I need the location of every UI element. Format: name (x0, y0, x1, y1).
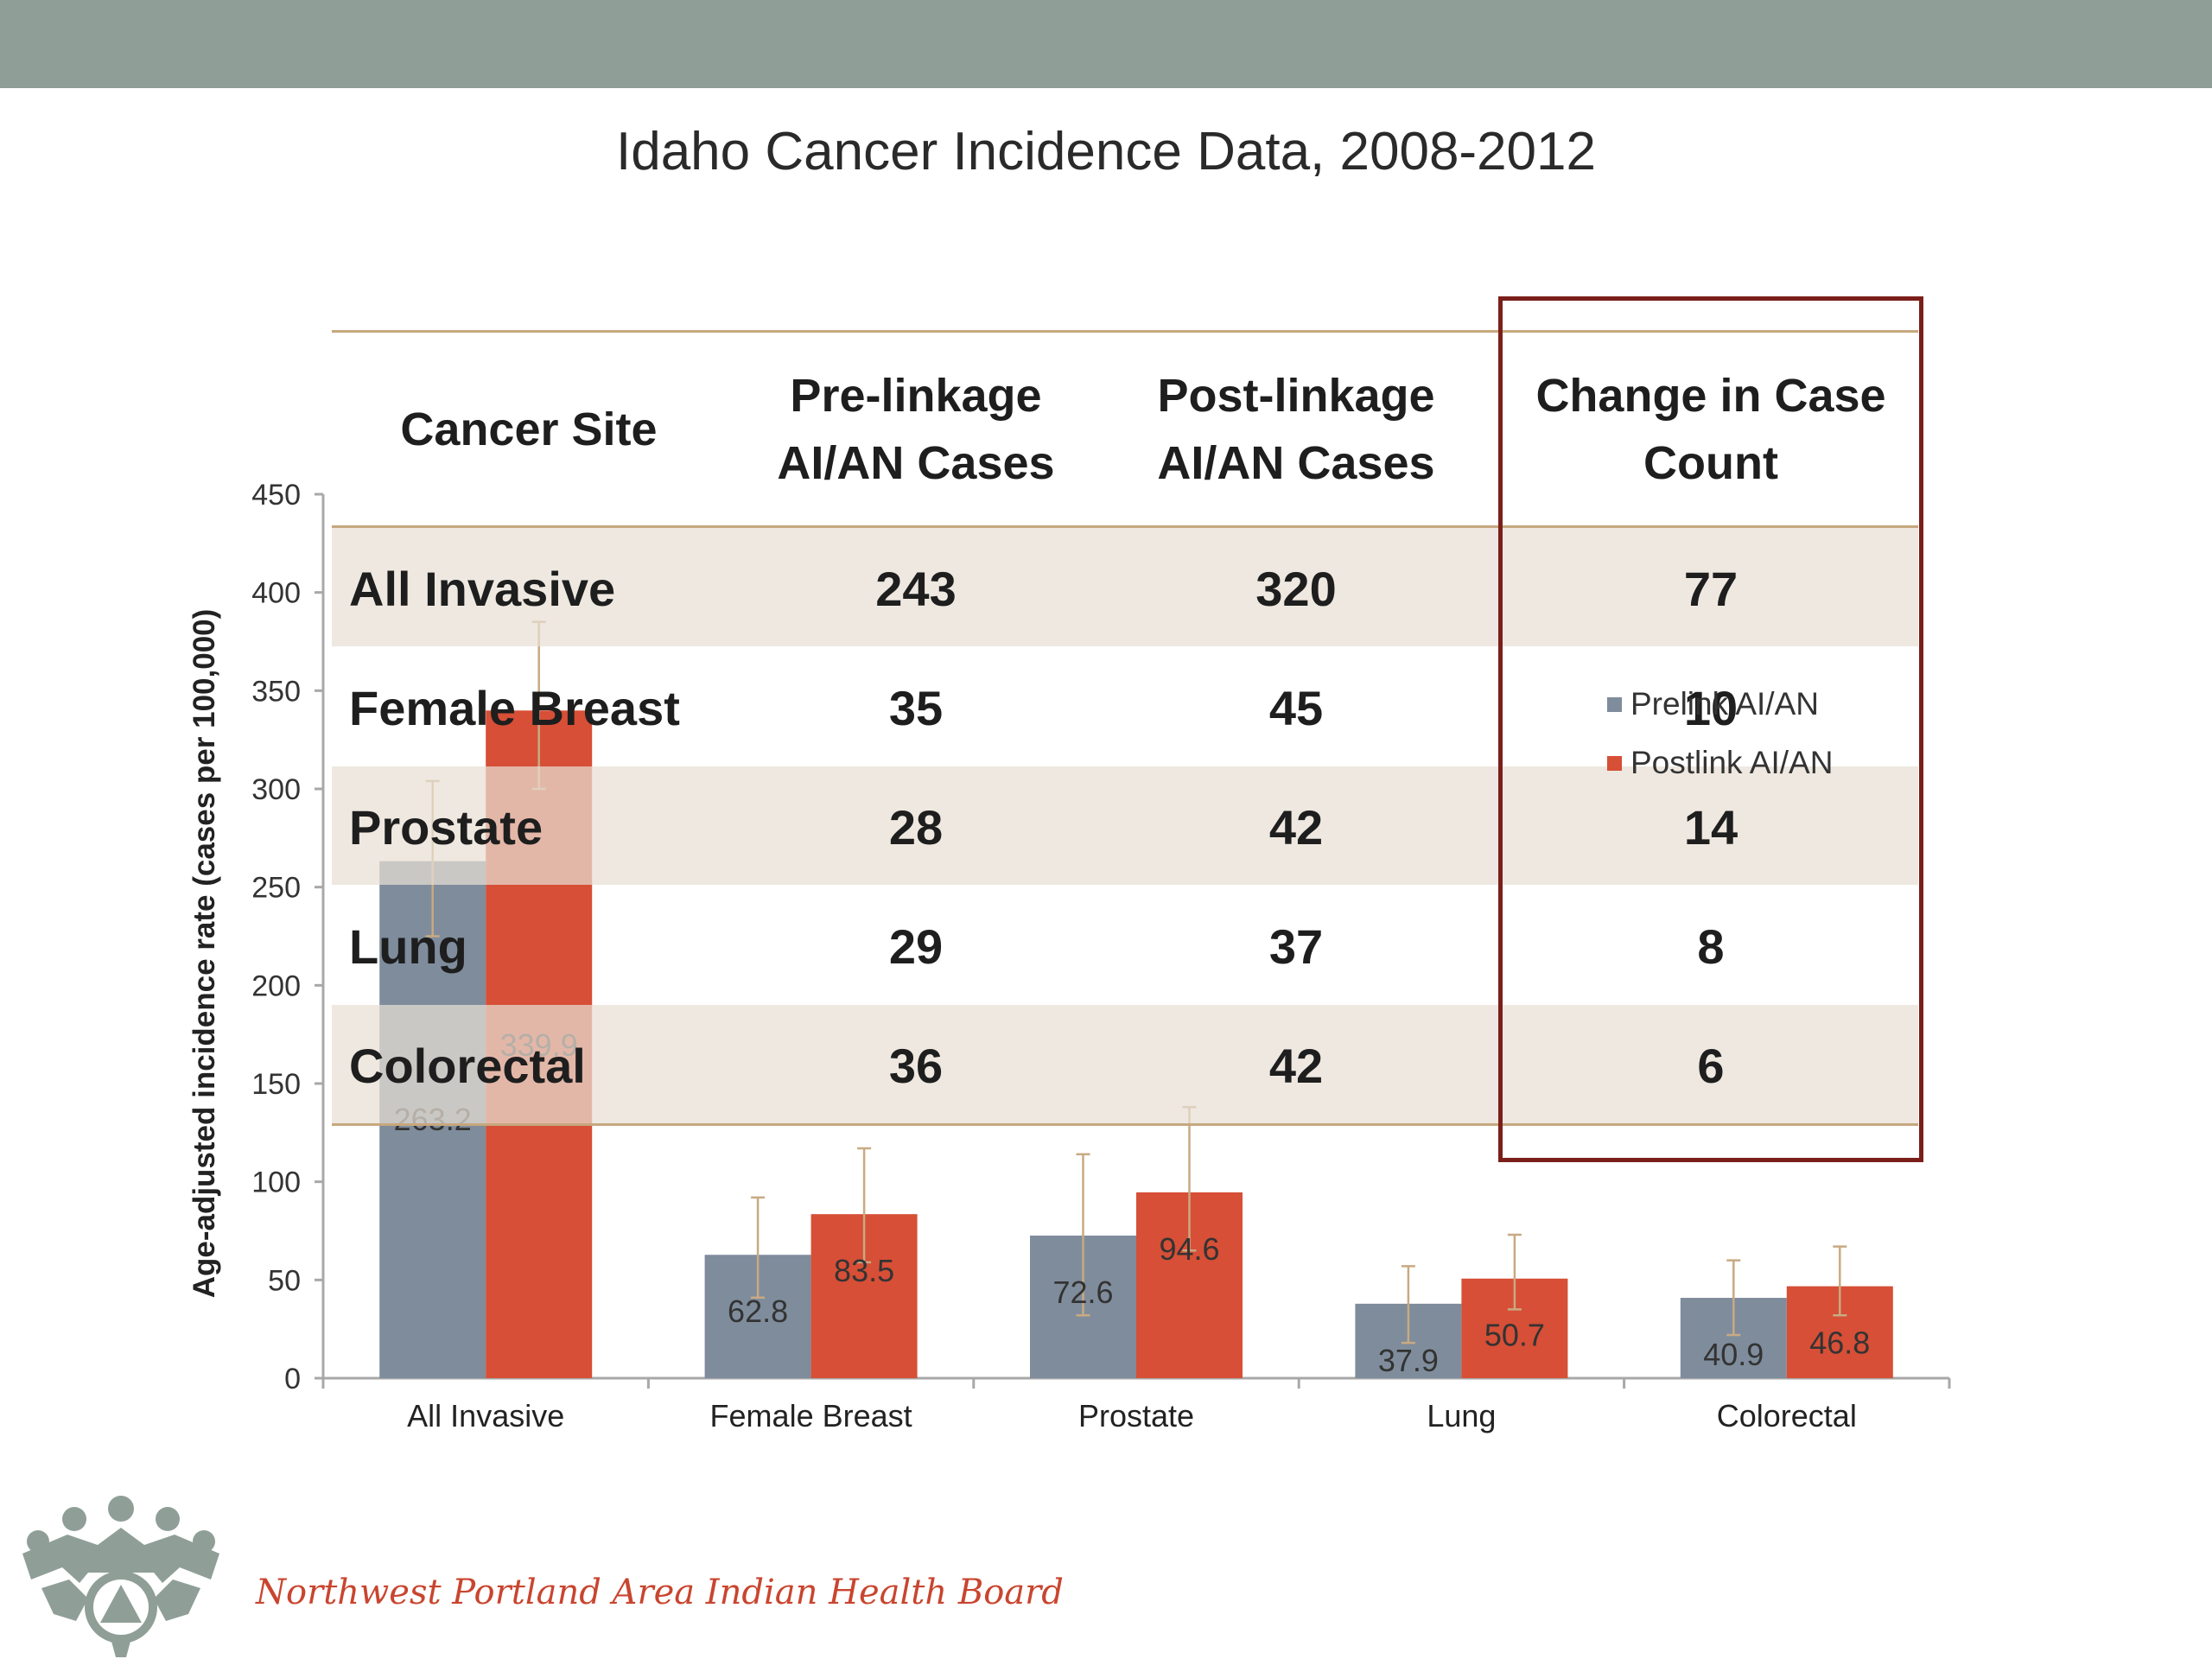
y-tick-label: 450 (251, 479, 301, 512)
legend-swatch-postlink (1607, 755, 1622, 771)
y-tick-label: 250 (251, 872, 301, 905)
x-category-label: Prostate (1078, 1398, 1194, 1433)
table-header-pre-linkage: Pre-linkage AI/AN Cases (777, 370, 1055, 489)
data-label: 37.9 (1378, 1343, 1439, 1378)
x-category-label: Female Breast (710, 1398, 912, 1433)
table-row-band (332, 766, 1918, 885)
y-tick-label: 50 (268, 1264, 301, 1297)
table-cell-site: Female Breast (349, 680, 680, 735)
table-cell-pre: 29 (888, 918, 944, 974)
y-tick-label: 150 (251, 1068, 301, 1101)
table-cell-post: 320 (1255, 561, 1337, 616)
table-cell-site: All Invasive (349, 561, 616, 616)
table-cell-pre: 36 (888, 1038, 944, 1093)
table-top-rule (332, 330, 1918, 333)
y-axis-title: Age-adjusted incidence rate (cases per 1… (188, 609, 221, 1299)
data-label: 62.8 (728, 1294, 788, 1329)
table-header-post-linkage: Post-linkage AI/AN Cases (1157, 370, 1435, 489)
table-cell-site: Prostate (349, 799, 543, 855)
slide-title: Idaho Cancer Incidence Data, 2008-2012 (615, 122, 1596, 181)
organization-name: Northwest Portland Area Indian Health Bo… (256, 1573, 1064, 1612)
table-cell-pre: 28 (888, 799, 944, 855)
table-cell-post: 45 (1268, 680, 1324, 735)
table-cell-change: 14 (1683, 799, 1738, 855)
table-cell-post: 37 (1268, 918, 1324, 974)
legend-item-prelink: Prelink AI/AN (1607, 686, 1819, 722)
change-column-highlight (1498, 296, 1923, 1162)
case-count-table: Cancer Site Pre-linkage AI/AN Cases Post… (332, 330, 1918, 1127)
y-tick-label: 200 (251, 969, 301, 1002)
table-row-band (332, 1005, 1918, 1123)
data-label: 40.9 (1703, 1337, 1764, 1372)
table-cell-change: 6 (1697, 1038, 1725, 1093)
table-header-rule (332, 525, 1918, 528)
table-cell-change: 77 (1683, 561, 1738, 616)
y-tick-label: 100 (251, 1166, 301, 1199)
y-tick-label: 0 (284, 1363, 301, 1395)
top-banner (0, 0, 2212, 88)
table-cell-change: 8 (1697, 918, 1725, 974)
health-board-logo (22, 1496, 219, 1657)
y-tick-label: 350 (251, 675, 301, 708)
table-cell-site: Lung (349, 918, 467, 974)
table-cell-pre: 35 (888, 680, 944, 735)
y-tick-label: 300 (251, 773, 301, 806)
table-header-change: Change in Case Count (1535, 370, 1886, 489)
data-label: 94.6 (1159, 1231, 1219, 1267)
legend-label-postlink: Postlink AI/AN (1630, 745, 1834, 780)
legend-label-prelink: Prelink AI/AN (1630, 686, 1819, 721)
x-category-label: Lung (1427, 1398, 1496, 1433)
table-cell-site: Colorectal (349, 1038, 586, 1093)
table-cell-post: 42 (1268, 1038, 1324, 1093)
table-cell-pre: 243 (875, 561, 957, 616)
legend-item-postlink: Postlink AI/AN (1607, 745, 1833, 781)
table-cell-post: 42 (1268, 799, 1324, 855)
table-header-cancer-site: Cancer Site (400, 404, 658, 455)
y-tick-label: 400 (251, 577, 301, 610)
legend-swatch-prelink (1607, 696, 1622, 712)
table-row-band (332, 528, 1918, 646)
x-category-label: All Invasive (407, 1398, 564, 1433)
table-bottom-rule (332, 1123, 1918, 1126)
data-label: 50.7 (1484, 1318, 1545, 1353)
x-category-label: Colorectal (1717, 1398, 1857, 1433)
data-label: 72.6 (1052, 1274, 1113, 1310)
table-cell-change: 10 (1683, 680, 1738, 735)
data-label: 83.5 (834, 1253, 894, 1288)
data-label: 46.8 (1809, 1325, 1870, 1361)
